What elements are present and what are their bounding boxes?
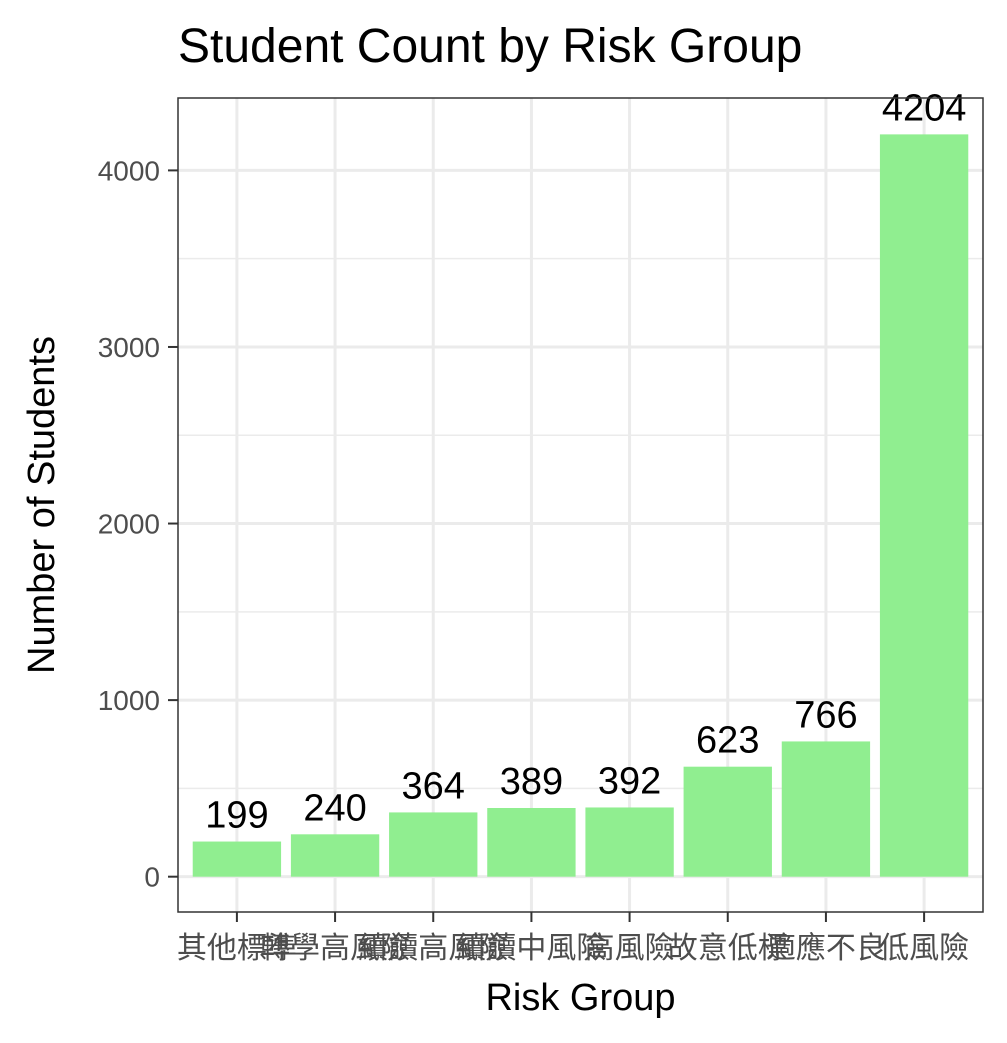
- grid-lines: [178, 98, 983, 912]
- data-label-1: 199: [205, 795, 268, 837]
- y-axis-title: Number of Students: [21, 336, 63, 674]
- data-label-5: 392: [598, 760, 661, 802]
- data-label-8: 4204: [882, 87, 967, 129]
- x-tick-label: 低風險: [879, 931, 969, 966]
- bar-6: [683, 766, 772, 877]
- bar-4: [487, 807, 576, 877]
- x-tick-label: 適應不良: [766, 931, 886, 966]
- y-tick-label: 2000: [98, 509, 160, 540]
- bar-7: [781, 741, 871, 877]
- bar-1: [192, 841, 282, 877]
- x-tick-label: 故意低標: [668, 931, 788, 966]
- y-tick-label: 4000: [98, 155, 160, 186]
- y-axis: 0 1000 2000 3000 4000: [98, 155, 178, 893]
- x-tick-label: 高風險: [585, 931, 675, 966]
- plot-border: [177, 97, 984, 913]
- x-tick-label: 轉學高風險: [260, 931, 410, 966]
- bars: [192, 134, 969, 877]
- x-axis-title: Risk Group: [485, 977, 675, 1019]
- x-tick-label: 其他標準: [177, 931, 297, 966]
- data-label-4: 389: [500, 761, 563, 803]
- bar-8: [879, 134, 969, 877]
- data-label-7: 766: [794, 694, 857, 736]
- data-label-3: 364: [402, 765, 465, 807]
- data-label-2: 240: [303, 787, 366, 829]
- bar-3: [389, 812, 478, 877]
- bar-5: [585, 807, 674, 877]
- y-tick-label: 3000: [98, 332, 160, 363]
- data-labels: 199 240 364 389 392 623 766 4204: [205, 87, 966, 836]
- chart-title: Student Count by Risk Group: [178, 20, 802, 73]
- x-tick-label: 續讀高風險: [358, 931, 508, 966]
- y-tick-label: 0: [144, 862, 160, 893]
- bar-2: [290, 834, 380, 877]
- data-label-6: 623: [696, 720, 759, 762]
- x-tick-label: 續讀中風險: [456, 931, 606, 966]
- y-tick-label: 1000: [98, 685, 160, 716]
